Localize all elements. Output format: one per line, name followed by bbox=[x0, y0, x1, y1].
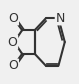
Text: O: O bbox=[8, 36, 18, 48]
Text: N: N bbox=[55, 12, 65, 25]
Text: O: O bbox=[8, 59, 18, 72]
Text: O: O bbox=[8, 12, 18, 25]
